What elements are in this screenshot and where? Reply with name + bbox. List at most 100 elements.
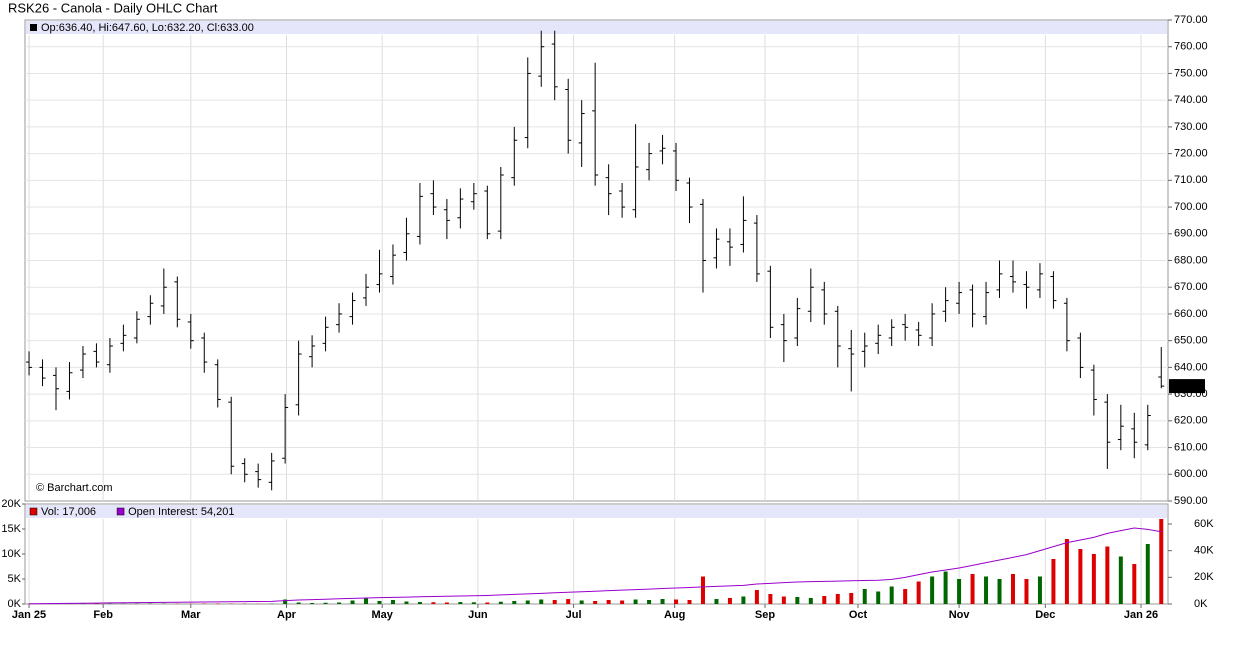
x-tick-label: Apr	[277, 609, 297, 621]
x-tick-label: Aug	[664, 609, 685, 621]
x-tick-label: Mar	[181, 609, 201, 621]
volume-bar	[310, 603, 315, 604]
y-tick-label: 710.00	[1174, 174, 1208, 186]
volume-bar	[390, 600, 395, 604]
volume-bar	[1078, 549, 1083, 604]
volume-bar	[323, 602, 328, 604]
legend-swatch	[30, 24, 37, 31]
y-tick-label: 610.00	[1174, 441, 1208, 453]
volume-bar	[552, 600, 557, 604]
legend-swatch	[29, 507, 38, 516]
volume-bar	[1010, 574, 1015, 604]
y-tick-label: 700.00	[1174, 201, 1208, 213]
volume-bar	[943, 571, 948, 604]
y-tick-label: 770.00	[1174, 14, 1208, 26]
volume-bar	[1024, 579, 1029, 604]
volume-bar	[849, 593, 854, 604]
volume-bar	[579, 600, 584, 604]
last-price-label: 633.00	[1171, 380, 1205, 392]
volume-bar	[674, 599, 679, 604]
y-tick-label: 600.00	[1174, 468, 1208, 480]
y-tick-label: 720.00	[1174, 148, 1208, 160]
y2-tick-label: 60K	[1194, 518, 1214, 530]
y-tick-label: 640.00	[1174, 361, 1208, 373]
volume-bar	[566, 599, 571, 604]
legend-text: Op:636.40, Hi:647.60, Lo:632.20, Cl:633.…	[41, 22, 254, 34]
credit: © Barchart.com	[36, 482, 113, 494]
y-tick-label: 670.00	[1174, 281, 1208, 293]
volume-bar	[1145, 544, 1150, 604]
y-tick-label: 15K	[1, 523, 21, 535]
volume-bar	[620, 600, 625, 604]
volume-bar	[1091, 554, 1096, 604]
volume-bar	[808, 598, 813, 604]
volume-bar	[148, 603, 153, 604]
volume-bar	[404, 601, 409, 604]
volume-bar	[714, 599, 719, 604]
volume-bar	[930, 576, 935, 604]
x-tick-label: Dec	[1035, 609, 1055, 621]
x-tick-label: Nov	[949, 609, 971, 621]
x-tick-label: Oct	[849, 609, 868, 621]
legend-text: Open Interest: 54,201	[128, 506, 234, 518]
legend-text: Vol: 17,006	[41, 506, 96, 518]
y-tick-label: 760.00	[1174, 41, 1208, 53]
y-tick-label: 750.00	[1174, 67, 1208, 79]
volume-bar	[283, 599, 288, 604]
volume-bar	[647, 600, 652, 604]
y2-tick-label: 40K	[1194, 545, 1214, 557]
volume-bar	[593, 601, 598, 604]
volume-bar	[862, 589, 867, 604]
volume-bar	[660, 599, 665, 604]
y-tick-label: 10K	[1, 548, 21, 560]
x-tick-label: Jul	[566, 609, 582, 621]
volume-bar	[903, 589, 908, 604]
chart-title: RSK26 - Canola - Daily OHLC Chart	[8, 0, 218, 15]
y2-tick-label: 0K	[1194, 598, 1208, 610]
y-tick-label: 650.00	[1174, 335, 1208, 347]
x-tick-label: Feb	[93, 609, 113, 621]
volume-bar	[1064, 539, 1069, 604]
x-tick-label: Sep	[755, 609, 775, 621]
volume-bar	[1051, 559, 1056, 604]
volume-bar	[350, 600, 355, 604]
volume-bar	[997, 579, 1002, 604]
y-tick-label: 590.00	[1174, 495, 1208, 507]
volume-bar	[741, 596, 746, 604]
volume-bar	[957, 579, 962, 604]
volume-bar	[727, 598, 732, 604]
volume-bar	[431, 602, 436, 604]
y-tick-label: 5K	[8, 573, 22, 585]
legend-band	[26, 21, 1167, 34]
y-tick-label: 0K	[8, 598, 22, 610]
open-interest-line	[29, 527, 1162, 605]
volume-bar	[1037, 576, 1042, 604]
volume-bar	[916, 581, 921, 604]
x-tick-label: Jan 25	[12, 609, 46, 621]
volume-bar	[1132, 564, 1137, 604]
x-tick-label: Jun	[468, 609, 488, 621]
y-tick-label: 660.00	[1174, 308, 1208, 320]
volume-bar	[633, 599, 638, 604]
volume-bar	[512, 601, 517, 604]
volume-bar	[377, 601, 382, 604]
x-tick-label: Jan 26	[1124, 609, 1158, 621]
volume-bar	[1159, 518, 1164, 604]
volume-bar	[1118, 556, 1123, 604]
legend-band	[26, 505, 1167, 518]
volume-bar	[795, 597, 800, 604]
y-tick-label: 740.00	[1174, 94, 1208, 106]
x-tick-label: May	[371, 609, 393, 621]
volume-bar	[970, 574, 975, 604]
volume-bar	[822, 596, 827, 604]
volume-bar	[444, 602, 449, 604]
legend-swatch	[116, 507, 125, 516]
y-tick-label: 620.00	[1174, 415, 1208, 427]
volume-bar	[539, 599, 544, 604]
volume-bar	[606, 600, 611, 604]
volume-bar	[471, 602, 476, 604]
y2-tick-label: 20K	[1194, 571, 1214, 583]
volume-frame	[24, 503, 1169, 605]
volume-bar	[417, 602, 422, 604]
